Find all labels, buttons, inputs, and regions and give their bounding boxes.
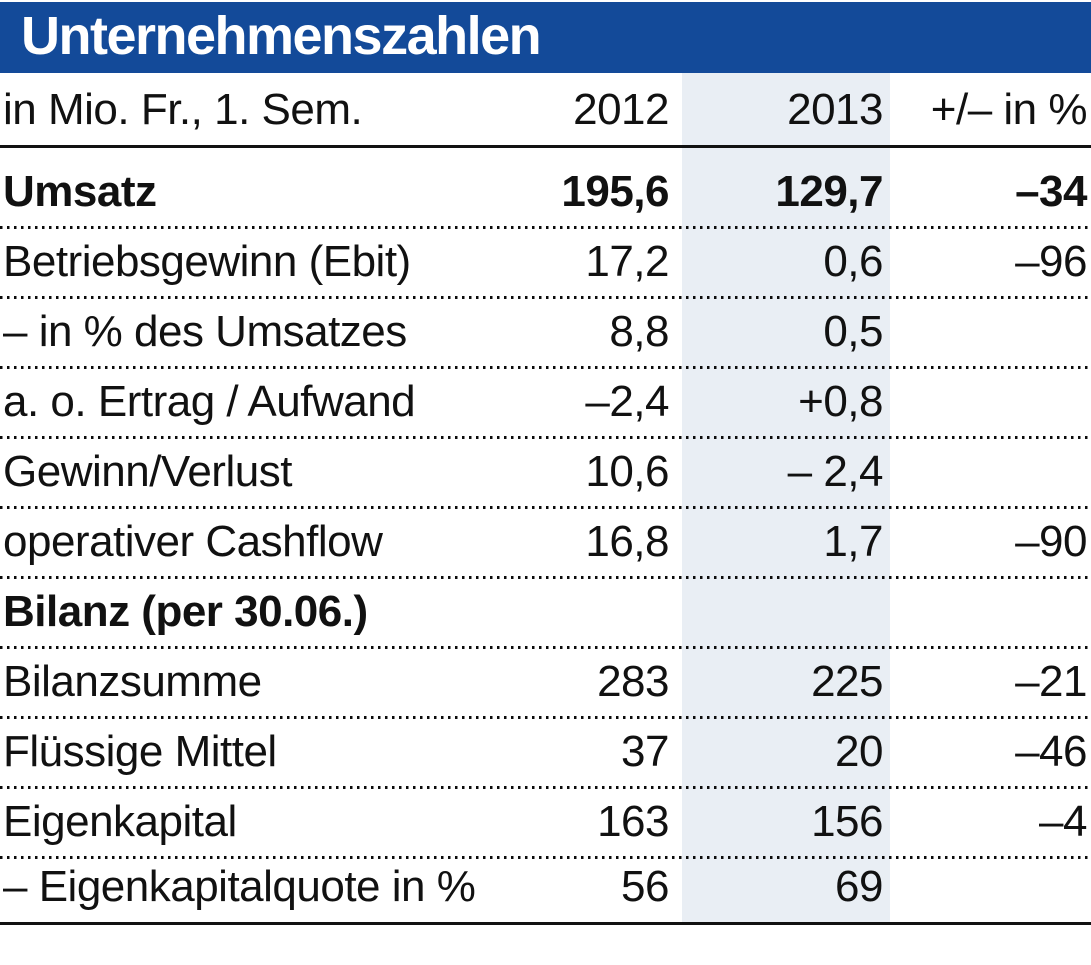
- table-row-eigenkapitalquote: – Eigenkapitalquote in % 56 69: [0, 857, 1091, 925]
- value-change: [890, 909, 1091, 922]
- value-change: [890, 424, 1091, 437]
- section-label: Bilanz (per 30.06.): [3, 587, 368, 636]
- value-2013: 0,6: [823, 237, 883, 286]
- value-2012: [465, 634, 682, 647]
- table-header-row: in Mio. Fr., 1. Sem. 2012 2013 +/– in %: [0, 73, 1091, 148]
- table-row-ao-ertrag: a. o. Ertrag / Aufwand –2,4 +0,8: [0, 367, 1091, 439]
- value-change: –34: [1015, 167, 1087, 216]
- column-header-unit: in Mio. Fr., 1. Sem.: [3, 85, 363, 134]
- value-2012: 16,8: [585, 517, 669, 566]
- table-row-gewinn-verlust: Gewinn/Verlust 10,6 – 2,4: [0, 437, 1091, 509]
- figures-table: in Mio. Fr., 1. Sem. 2012 2013 +/– in % …: [0, 73, 1091, 965]
- value-2013: 1,7: [823, 517, 883, 566]
- row-label: Flüssige Mittel: [3, 727, 277, 776]
- table-row-umsatz-anteil: – in % des Umsatzes 8,8 0,5: [0, 297, 1091, 369]
- value-2012: 56: [621, 862, 669, 911]
- row-label: Umsatz: [3, 167, 157, 216]
- row-label: Gewinn/Verlust: [3, 447, 292, 496]
- value-change: [890, 494, 1091, 507]
- table-row-eigenkapital: Eigenkapital 163 156 –4: [0, 787, 1091, 859]
- row-label: – in % des Umsatzes: [3, 307, 407, 356]
- value-2013: 0,5: [823, 307, 883, 356]
- value-2012: 37: [621, 727, 669, 776]
- table-row-betriebsgewinn: Betriebsgewinn (Ebit) 17,2 0,6 –96: [0, 227, 1091, 299]
- row-label: Eigenkapital: [3, 797, 237, 846]
- table-row-bilanzsumme: Bilanzsumme 283 225 –21: [0, 647, 1091, 719]
- row-label: a. o. Ertrag / Aufwand: [3, 377, 416, 426]
- value-2012: 10,6: [585, 447, 669, 496]
- column-header-2012: 2012: [573, 85, 669, 134]
- row-label: Bilanzsumme: [3, 657, 262, 706]
- page-title: Unternehmenszahlen: [21, 5, 542, 66]
- value-change: –21: [1015, 657, 1087, 706]
- row-label: Betriebsgewinn (Ebit): [3, 237, 411, 286]
- value-change: –46: [1015, 727, 1087, 776]
- row-label: operativer Cashflow: [3, 517, 383, 566]
- value-2012: 163: [597, 797, 669, 846]
- row-label: – Eigenkapitalquote in %: [3, 862, 476, 911]
- column-header-change: +/– in %: [930, 85, 1088, 134]
- title-bar: Unternehmenszahlen: [0, 2, 1091, 73]
- value-2013: 69: [835, 862, 883, 911]
- value-change: –90: [1015, 517, 1087, 566]
- value-2013: 225: [811, 657, 883, 706]
- value-2013: – 2,4: [787, 447, 884, 496]
- value-2012: 8,8: [609, 307, 669, 356]
- value-2013: 156: [811, 797, 883, 846]
- value-2012: 195,6: [561, 167, 669, 216]
- column-header-2013: 2013: [787, 85, 883, 134]
- value-change: –96: [1015, 237, 1087, 286]
- table-row-cashflow: operativer Cashflow 16,8 1,7 –90: [0, 507, 1091, 579]
- value-change: [890, 354, 1091, 367]
- value-change: [890, 634, 1091, 647]
- column-highlight-2013: [682, 73, 890, 925]
- value-2013: 20: [835, 727, 883, 776]
- value-2012: 283: [597, 657, 669, 706]
- value-2012: 17,2: [585, 237, 669, 286]
- table-section-bilanz: Bilanz (per 30.06.): [0, 577, 1091, 649]
- value-2013: 129,7: [775, 167, 883, 216]
- value-2012: –2,4: [585, 377, 669, 426]
- value-2013: +0,8: [798, 377, 883, 426]
- table-row-umsatz: Umsatz 195,6 129,7 –34: [0, 148, 1091, 229]
- value-change: –4: [1039, 797, 1087, 846]
- table-row-fluessige-mittel: Flüssige Mittel 37 20 –46: [0, 717, 1091, 789]
- value-2013: [682, 634, 890, 647]
